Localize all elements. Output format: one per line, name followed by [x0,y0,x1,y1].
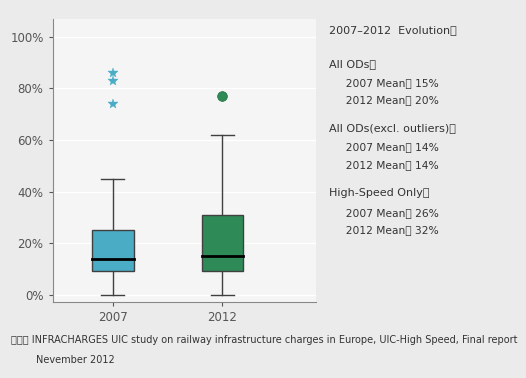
Text: 2012 Mean： 20%: 2012 Mean： 20% [339,95,439,105]
Text: 2007–2012  Evolution：: 2007–2012 Evolution： [329,25,457,34]
Text: All ODs(excl. outliers)：: All ODs(excl. outliers)： [329,123,456,133]
Text: 2007 Mean： 15%: 2007 Mean： 15% [339,78,439,88]
Bar [92,230,134,271]
Text: 2012 Mean： 14%: 2012 Mean： 14% [339,160,439,169]
Text: All ODs：: All ODs： [329,59,376,68]
Text: High-Speed Only：: High-Speed Only： [329,188,429,198]
Bar [201,215,243,271]
Text: 2007 Mean： 14%: 2007 Mean： 14% [339,143,439,152]
Text: 2012 Mean： 32%: 2012 Mean： 32% [339,225,439,234]
Text: 2007 Mean： 26%: 2007 Mean： 26% [339,208,439,217]
Text: 자료： INFRACHARGES UIC study on railway infrastructure charges in Europe, UIC-High: 자료： INFRACHARGES UIC study on railway in… [11,335,517,344]
Text: Nevember 2012: Nevember 2012 [11,355,114,365]
